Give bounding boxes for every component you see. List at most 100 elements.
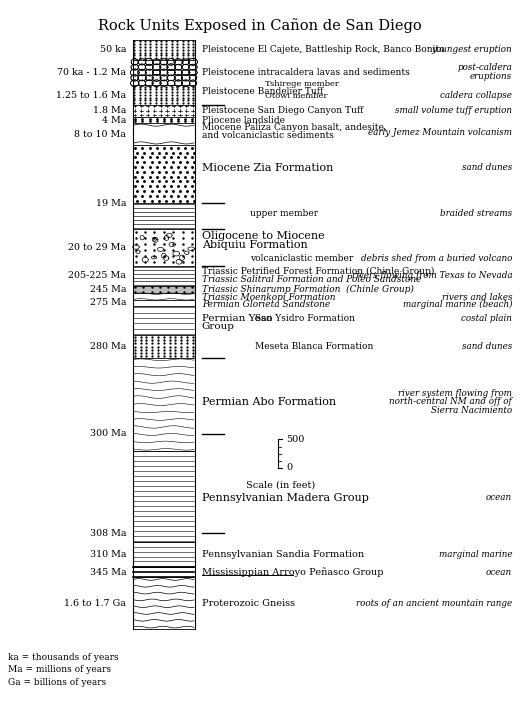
Polygon shape bbox=[189, 74, 197, 82]
Polygon shape bbox=[133, 245, 139, 250]
Polygon shape bbox=[181, 80, 190, 87]
Polygon shape bbox=[175, 80, 183, 87]
Bar bbox=[133, 306, 195, 335]
Polygon shape bbox=[158, 247, 164, 252]
Polygon shape bbox=[167, 80, 175, 86]
Text: Triassic Petrified Forest Formation (Chinle Group): Triassic Petrified Forest Formation (Chi… bbox=[202, 267, 434, 276]
Text: Pennsylvanian Sandia Formation: Pennsylvanian Sandia Formation bbox=[202, 550, 364, 559]
Polygon shape bbox=[151, 256, 157, 259]
Text: Ma = millions of years: Ma = millions of years bbox=[8, 665, 111, 675]
Bar bbox=[133, 105, 195, 117]
Text: Pleistocene Bandelier Tuff: Pleistocene Bandelier Tuff bbox=[202, 87, 323, 95]
Text: Tshirege member: Tshirege member bbox=[265, 80, 339, 88]
Bar bbox=[133, 293, 195, 300]
Polygon shape bbox=[164, 256, 169, 260]
Text: Sierra Nacimiento: Sierra Nacimiento bbox=[431, 406, 512, 415]
Text: and volcaniclastic sediments: and volcaniclastic sediments bbox=[202, 132, 334, 140]
Bar bbox=[133, 300, 195, 306]
Polygon shape bbox=[131, 80, 139, 87]
Text: 4 Ma: 4 Ma bbox=[102, 116, 126, 124]
Bar bbox=[133, 40, 195, 629]
Text: San Ysidro Formation: San Ysidro Formation bbox=[255, 314, 355, 323]
Text: youngest eruption: youngest eruption bbox=[432, 46, 512, 54]
Text: 20 to 29 Ma: 20 to 29 Ma bbox=[68, 243, 126, 252]
Bar bbox=[133, 577, 195, 629]
Text: upper member: upper member bbox=[250, 209, 318, 218]
Polygon shape bbox=[174, 59, 183, 65]
Polygon shape bbox=[131, 69, 139, 76]
Polygon shape bbox=[131, 64, 138, 70]
Polygon shape bbox=[175, 70, 183, 75]
Text: sand dunes: sand dunes bbox=[462, 164, 512, 172]
Polygon shape bbox=[167, 58, 175, 65]
Text: Oligocene to Miocene: Oligocene to Miocene bbox=[202, 231, 324, 241]
Bar bbox=[133, 40, 195, 60]
Text: debris shed from a buried volcano: debris shed from a buried volcano bbox=[361, 254, 512, 262]
Text: 300 Ma: 300 Ma bbox=[90, 429, 126, 438]
Polygon shape bbox=[189, 69, 197, 76]
Polygon shape bbox=[131, 59, 138, 65]
Text: braided streams: braided streams bbox=[440, 209, 512, 218]
Text: Pleistocene San Diego Canyon Tuff: Pleistocene San Diego Canyon Tuff bbox=[202, 107, 363, 115]
Text: ka = thousands of years: ka = thousands of years bbox=[8, 653, 119, 662]
Bar bbox=[133, 145, 195, 203]
Bar bbox=[133, 117, 195, 123]
Polygon shape bbox=[162, 253, 166, 258]
Text: 70 ka - 1.2 Ma: 70 ka - 1.2 Ma bbox=[57, 68, 126, 77]
Text: volcaniclastic member: volcaniclastic member bbox=[250, 254, 353, 262]
Polygon shape bbox=[160, 69, 168, 76]
Text: sand dunes: sand dunes bbox=[462, 343, 512, 351]
Polygon shape bbox=[152, 237, 157, 241]
Text: early Jemez Mountain volcanism: early Jemez Mountain volcanism bbox=[368, 129, 512, 137]
Polygon shape bbox=[181, 70, 190, 75]
Polygon shape bbox=[146, 64, 153, 70]
Text: 19 Ma: 19 Ma bbox=[96, 199, 126, 208]
Text: Pennsylvanian Madera Group: Pennsylvanian Madera Group bbox=[202, 493, 369, 503]
Text: 275 Ma: 275 Ma bbox=[90, 299, 126, 307]
Text: 8 to 10 Ma: 8 to 10 Ma bbox=[74, 130, 126, 139]
Polygon shape bbox=[138, 80, 146, 86]
Text: rivers flowing from Texas to Nevada: rivers flowing from Texas to Nevada bbox=[352, 272, 512, 280]
Polygon shape bbox=[146, 75, 153, 81]
Polygon shape bbox=[185, 251, 189, 255]
Polygon shape bbox=[140, 235, 144, 240]
Polygon shape bbox=[152, 75, 161, 81]
Text: Proterozoic Gneiss: Proterozoic Gneiss bbox=[202, 599, 295, 608]
Polygon shape bbox=[160, 80, 168, 86]
Text: roots of an ancient mountain range: roots of an ancient mountain range bbox=[356, 599, 512, 608]
Text: 280 Ma: 280 Ma bbox=[90, 343, 126, 351]
Polygon shape bbox=[169, 242, 176, 247]
Text: river system flowing from: river system flowing from bbox=[398, 389, 512, 397]
Text: caldera collapse: caldera collapse bbox=[440, 91, 512, 100]
Bar bbox=[133, 451, 195, 542]
Bar bbox=[133, 123, 195, 145]
Polygon shape bbox=[160, 75, 168, 81]
Text: ocean: ocean bbox=[486, 568, 512, 577]
Bar bbox=[133, 266, 195, 286]
Polygon shape bbox=[181, 75, 190, 81]
Bar bbox=[133, 286, 195, 293]
Text: rivers and lakes: rivers and lakes bbox=[441, 293, 512, 301]
Text: Scale (in feet): Scale (in feet) bbox=[245, 481, 315, 490]
Text: Meseta Blanca Formation: Meseta Blanca Formation bbox=[255, 343, 373, 351]
Text: 1.25 to 1.6 Ma: 1.25 to 1.6 Ma bbox=[56, 91, 126, 100]
Text: Permian Glorieta Sandstone: Permian Glorieta Sandstone bbox=[202, 300, 330, 309]
Text: Triassic Shinarump Formation  (Chinle Group): Triassic Shinarump Formation (Chinle Gro… bbox=[202, 285, 413, 294]
Text: post-caldera: post-caldera bbox=[457, 63, 512, 72]
Polygon shape bbox=[138, 64, 146, 70]
Polygon shape bbox=[145, 69, 153, 76]
Polygon shape bbox=[167, 70, 175, 75]
Polygon shape bbox=[175, 75, 183, 81]
Polygon shape bbox=[138, 69, 146, 76]
Text: Rock Units Exposed in Cañon de San Diego: Rock Units Exposed in Cañon de San Diego bbox=[98, 18, 422, 33]
Text: north-central NM and off of: north-central NM and off of bbox=[389, 397, 512, 406]
Text: Pliocene landslide: Pliocene landslide bbox=[202, 116, 285, 124]
Polygon shape bbox=[167, 75, 175, 81]
Polygon shape bbox=[153, 70, 161, 75]
Text: 0: 0 bbox=[287, 464, 293, 472]
Polygon shape bbox=[176, 260, 182, 264]
Polygon shape bbox=[179, 255, 185, 260]
Text: Permian Abo Formation: Permian Abo Formation bbox=[202, 397, 336, 407]
Text: eruptions: eruptions bbox=[470, 72, 512, 80]
Text: Group: Group bbox=[202, 322, 235, 331]
